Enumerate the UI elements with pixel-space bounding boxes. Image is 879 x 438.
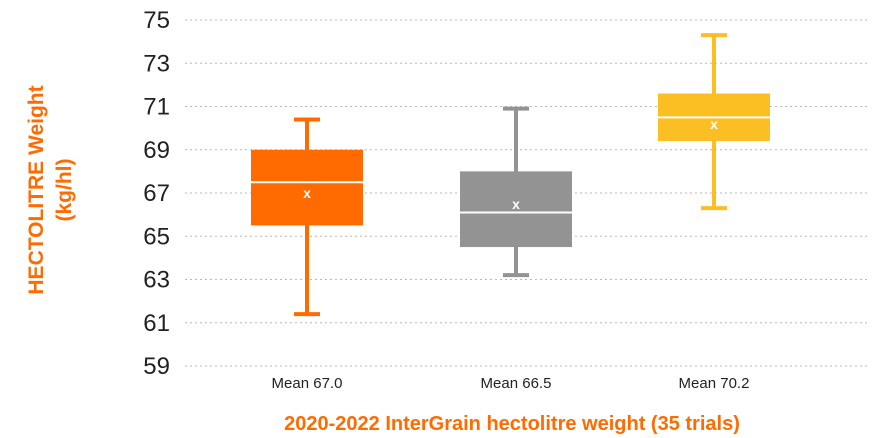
y-tick-label: 61 — [143, 310, 170, 337]
mean-marker: x — [303, 185, 311, 201]
y-tick-label: 75 — [143, 7, 170, 34]
mean-marker: x — [512, 196, 520, 212]
category-labels: Mean 67.0 Mean 66.5 Mean 70.2 — [272, 375, 750, 392]
category-label: Mean 66.5 — [481, 375, 552, 392]
box-plot-1: x — [251, 117, 363, 317]
y-tick-label: 69 — [143, 137, 170, 164]
category-label: Mean 70.2 — [679, 375, 750, 392]
y-axis-title-line-1: HECTOLITRE Weight — [25, 85, 48, 294]
box-plot-2: x — [460, 106, 572, 278]
box-plot-3: x — [658, 33, 770, 211]
mean-marker: x — [710, 116, 718, 132]
y-tick-label: 59 — [143, 353, 170, 380]
y-tick-label: 65 — [143, 223, 170, 250]
y-tick-label: 71 — [143, 94, 170, 121]
interquartile-box — [251, 149, 363, 226]
y-tick-label: 73 — [143, 50, 170, 77]
x-axis-title: 2020-2022 InterGrain hectolitre weight (… — [284, 413, 740, 435]
y-tick-label: 67 — [143, 180, 170, 207]
y-tick-label: 63 — [143, 267, 170, 294]
box-series: x x x — [251, 33, 770, 317]
y-axis-title-line-2: (kg/hl) — [53, 159, 76, 222]
interquartile-box — [460, 171, 572, 248]
y-tick-labels: 59 61 63 65 67 69 71 73 75 — [143, 7, 170, 380]
category-label: Mean 67.0 — [272, 375, 343, 392]
